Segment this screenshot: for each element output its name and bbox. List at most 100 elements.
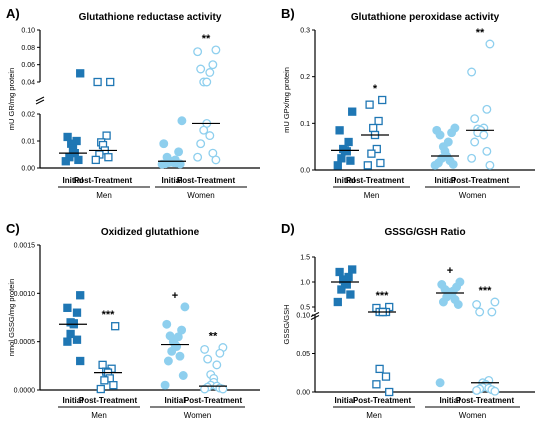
data-point <box>346 290 355 299</box>
data-point <box>337 285 346 294</box>
data-point <box>211 45 221 55</box>
x-tick-label: Initial <box>165 396 186 405</box>
y-tick-label: 0.00 <box>21 166 35 173</box>
data-point <box>109 381 118 390</box>
chart-panel-4: D) GSSG/GSH Ratio GSSG/GSH 0.00 0.05 0.100.5 1… <box>281 221 535 420</box>
y-tick-label: 0.5 <box>300 305 310 312</box>
y-tick-label: 0.2 <box>300 74 310 81</box>
group-label: Women <box>459 411 486 420</box>
data-point <box>177 116 187 126</box>
significance-annotation: ** <box>202 33 211 45</box>
data-point <box>72 308 82 317</box>
data-point <box>344 137 353 147</box>
significance-annotation: *** <box>479 285 493 297</box>
panel-letter: C) <box>6 221 20 236</box>
data-point <box>211 155 221 165</box>
chart-title: GSSG/GSH Ratio <box>384 227 465 238</box>
panel-letter: B) <box>281 6 295 21</box>
data-point <box>91 155 100 165</box>
data-point <box>470 114 480 124</box>
group-label: Men <box>91 411 107 420</box>
data-point <box>447 128 457 138</box>
y-tick-label: 0.10 <box>21 28 35 35</box>
data-point <box>200 344 210 354</box>
y-tick-label: 0.3 <box>300 28 310 35</box>
chart-title: Glutathione peroxidase activity <box>351 12 500 23</box>
data-point <box>348 265 357 274</box>
x-tick-label: Post-Treatment <box>184 396 243 405</box>
x-tick-label: Initial <box>162 176 183 185</box>
data-point <box>202 77 212 87</box>
data-point <box>472 386 482 395</box>
x-tick-label: Initial <box>63 176 84 185</box>
data-point <box>76 69 85 78</box>
data-point <box>159 139 169 149</box>
data-point <box>205 131 215 141</box>
data-point <box>106 77 115 87</box>
data-point <box>157 159 167 169</box>
data-point <box>482 104 492 114</box>
data-point <box>479 130 489 140</box>
data-point <box>470 137 480 147</box>
data-point <box>372 144 381 154</box>
data-point <box>448 159 458 169</box>
y-tick-label: 1.5 <box>300 255 310 262</box>
data-point <box>93 77 102 87</box>
group-label: Men <box>96 191 112 200</box>
y-tick-label: 0.08 <box>21 45 35 52</box>
x-tick-label: Post-Treatment <box>79 396 138 405</box>
data-point <box>365 100 374 109</box>
data-point <box>335 267 344 277</box>
data-point <box>76 356 85 366</box>
chart-title: Oxidized glutathione <box>101 227 200 238</box>
data-point <box>482 146 492 156</box>
data-point <box>212 360 222 370</box>
y-tick-label: 0.10 <box>296 313 310 320</box>
data-point <box>333 161 342 170</box>
data-point <box>337 154 346 163</box>
chart-title: Glutathione reductase activity <box>79 12 222 23</box>
data-point <box>175 351 185 361</box>
data-point <box>61 157 70 166</box>
data-point <box>196 139 206 149</box>
data-point <box>205 68 215 77</box>
data-point <box>369 123 378 133</box>
x-tick-label: Initial <box>335 176 356 185</box>
data-point <box>193 152 203 162</box>
data-point <box>342 280 351 289</box>
data-point <box>203 354 213 364</box>
y-tick-label: 0.0010 <box>14 291 36 298</box>
data-point <box>162 319 172 329</box>
x-tick-label: Initial <box>63 396 84 405</box>
significance-annotation: + <box>172 290 178 302</box>
y-tick-label: 0.0005 <box>14 339 36 346</box>
data-point <box>63 132 72 142</box>
significance-annotation: *** <box>376 290 390 302</box>
group-label: Women <box>187 191 214 200</box>
panel-letter: D) <box>281 221 295 236</box>
x-tick-label: Post-Treatment <box>74 176 133 185</box>
data-point <box>180 302 190 312</box>
data-point <box>63 337 72 346</box>
data-point <box>218 384 228 394</box>
data-point <box>199 125 209 135</box>
data-point <box>487 307 497 317</box>
data-point <box>435 378 445 388</box>
y-tick-label: 0.1 <box>300 121 310 128</box>
chart-panel-1: A) Glutathione reductase activity mU GR/mg… <box>6 6 260 200</box>
y-tick-label: 0.0000 <box>14 388 36 395</box>
data-point <box>96 384 105 394</box>
data-point <box>160 380 170 390</box>
data-point <box>178 371 188 380</box>
data-point <box>193 47 203 57</box>
data-point <box>430 160 440 170</box>
group-label: Women <box>184 411 211 420</box>
y-axis-label: mU GR/mg protein <box>7 68 16 131</box>
data-point <box>175 159 185 169</box>
x-tick-label: Initial <box>440 396 461 405</box>
y-tick-label: 0.01 <box>21 139 35 146</box>
y-axis-label: nmol GSSG/mg protein <box>7 279 16 357</box>
data-point <box>333 297 342 307</box>
data-point <box>102 131 111 140</box>
data-point <box>98 360 107 370</box>
